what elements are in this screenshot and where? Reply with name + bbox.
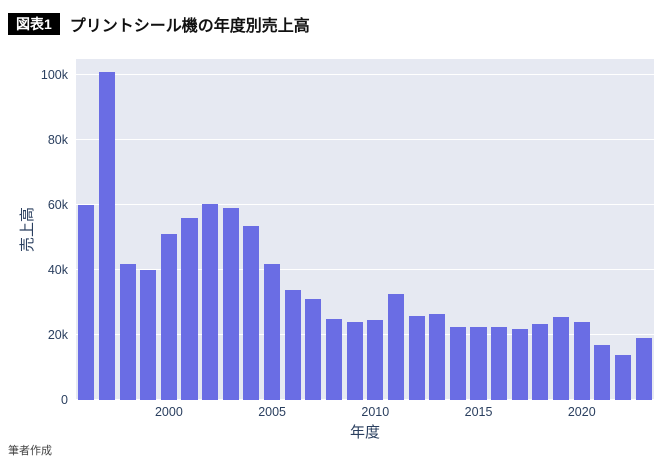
bar-2023 [635, 338, 652, 400]
source-credit: 筆者作成 [8, 445, 52, 457]
y-tick-label-80k: 80k [47, 133, 68, 148]
bar-1996 [78, 205, 95, 400]
bar-band-1999 [138, 59, 159, 400]
bar-2015 [470, 326, 487, 400]
bar-2012 [408, 315, 425, 400]
bar-2009 [346, 322, 363, 400]
bar-band-1996 [76, 59, 97, 400]
bar-2008 [325, 318, 343, 400]
bar-2019 [553, 317, 570, 400]
bar-2020 [573, 322, 590, 400]
x-tick-label-2010: 2010 [361, 405, 390, 419]
bar-2001 [181, 218, 198, 400]
bar-band-2007 [303, 59, 324, 400]
x-tick-label-2015: 2015 [464, 405, 493, 419]
bar-2022 [614, 354, 632, 400]
bar-band-2002 [200, 59, 221, 400]
gridline-0 [76, 399, 654, 400]
bar-band-2009 [344, 59, 365, 400]
bar-2007 [305, 299, 322, 400]
bar-band-2008 [324, 59, 345, 400]
y-tick-label-0: 0 [61, 393, 68, 407]
bar-2018 [532, 323, 549, 400]
y-tick-label-100k: 100k [40, 68, 68, 83]
figure-badge: 図表1 [8, 12, 60, 36]
gridline-80000 [76, 139, 654, 141]
plot-area [76, 59, 654, 400]
y-tick-label-60k: 60k [47, 198, 68, 213]
bar-band-2022 [613, 59, 634, 400]
y-tick-label-20k: 20k [47, 328, 68, 343]
bar-2005 [264, 263, 281, 400]
bar-band-2016 [489, 59, 510, 400]
bar-band-1997 [97, 59, 118, 400]
bar-band-2004 [241, 59, 262, 400]
bar-band-2023 [633, 59, 654, 400]
x-axis-title: 年度 [349, 424, 380, 441]
bar-1999 [140, 270, 157, 400]
bar-2016 [491, 326, 508, 400]
bar-band-2020 [571, 59, 592, 400]
bar-2004 [243, 226, 260, 400]
gridline-60000 [76, 204, 654, 206]
figure-title: プリントシール機の年度別売上高 [69, 18, 310, 35]
y-tick-label-40k: 40k [47, 263, 68, 278]
bar-series [76, 59, 654, 400]
gridline-20000 [76, 334, 654, 336]
bar-2010 [367, 320, 384, 400]
bar-band-2006 [282, 59, 303, 400]
bar-2014 [449, 326, 466, 400]
bar-2002 [202, 203, 219, 400]
bar-band-2005 [262, 59, 283, 400]
bar-band-2014 [448, 59, 469, 400]
bar-band-2000 [159, 59, 180, 400]
bar-2006 [284, 289, 301, 400]
bar-2003 [222, 208, 239, 400]
bar-2013 [429, 313, 446, 400]
bar-band-2013 [427, 59, 448, 400]
x-tick-label-2000: 2000 [154, 405, 183, 419]
x-tick-label-2020: 2020 [567, 405, 596, 419]
figure-header: 図表1 プリントシール機の年度別売上高 [8, 12, 310, 36]
x-tick-label-2005: 2005 [258, 405, 286, 419]
bar-1998 [119, 263, 136, 400]
bar-band-2018 [530, 59, 551, 400]
bar-band-2010 [365, 59, 386, 400]
bar-band-2019 [551, 59, 572, 400]
y-axis-title: 売上高 [18, 206, 36, 253]
bar-band-2017 [509, 59, 530, 400]
bar-band-2001 [179, 59, 200, 400]
bar-band-2012 [406, 59, 427, 400]
bar-band-1998 [117, 59, 138, 400]
bar-2021 [594, 344, 611, 400]
bar-1997 [98, 72, 115, 400]
gridline-100000 [76, 74, 654, 76]
bar-band-2021 [592, 59, 613, 400]
bar-band-2015 [468, 59, 489, 400]
bar-band-2011 [386, 59, 407, 400]
bar-2000 [160, 234, 177, 400]
bar-band-2003 [220, 59, 241, 400]
gridline-40000 [76, 269, 654, 271]
bar-2011 [387, 294, 404, 400]
y-axis-title-wrap: 売上高 [16, 59, 36, 400]
bar-2017 [511, 328, 528, 400]
